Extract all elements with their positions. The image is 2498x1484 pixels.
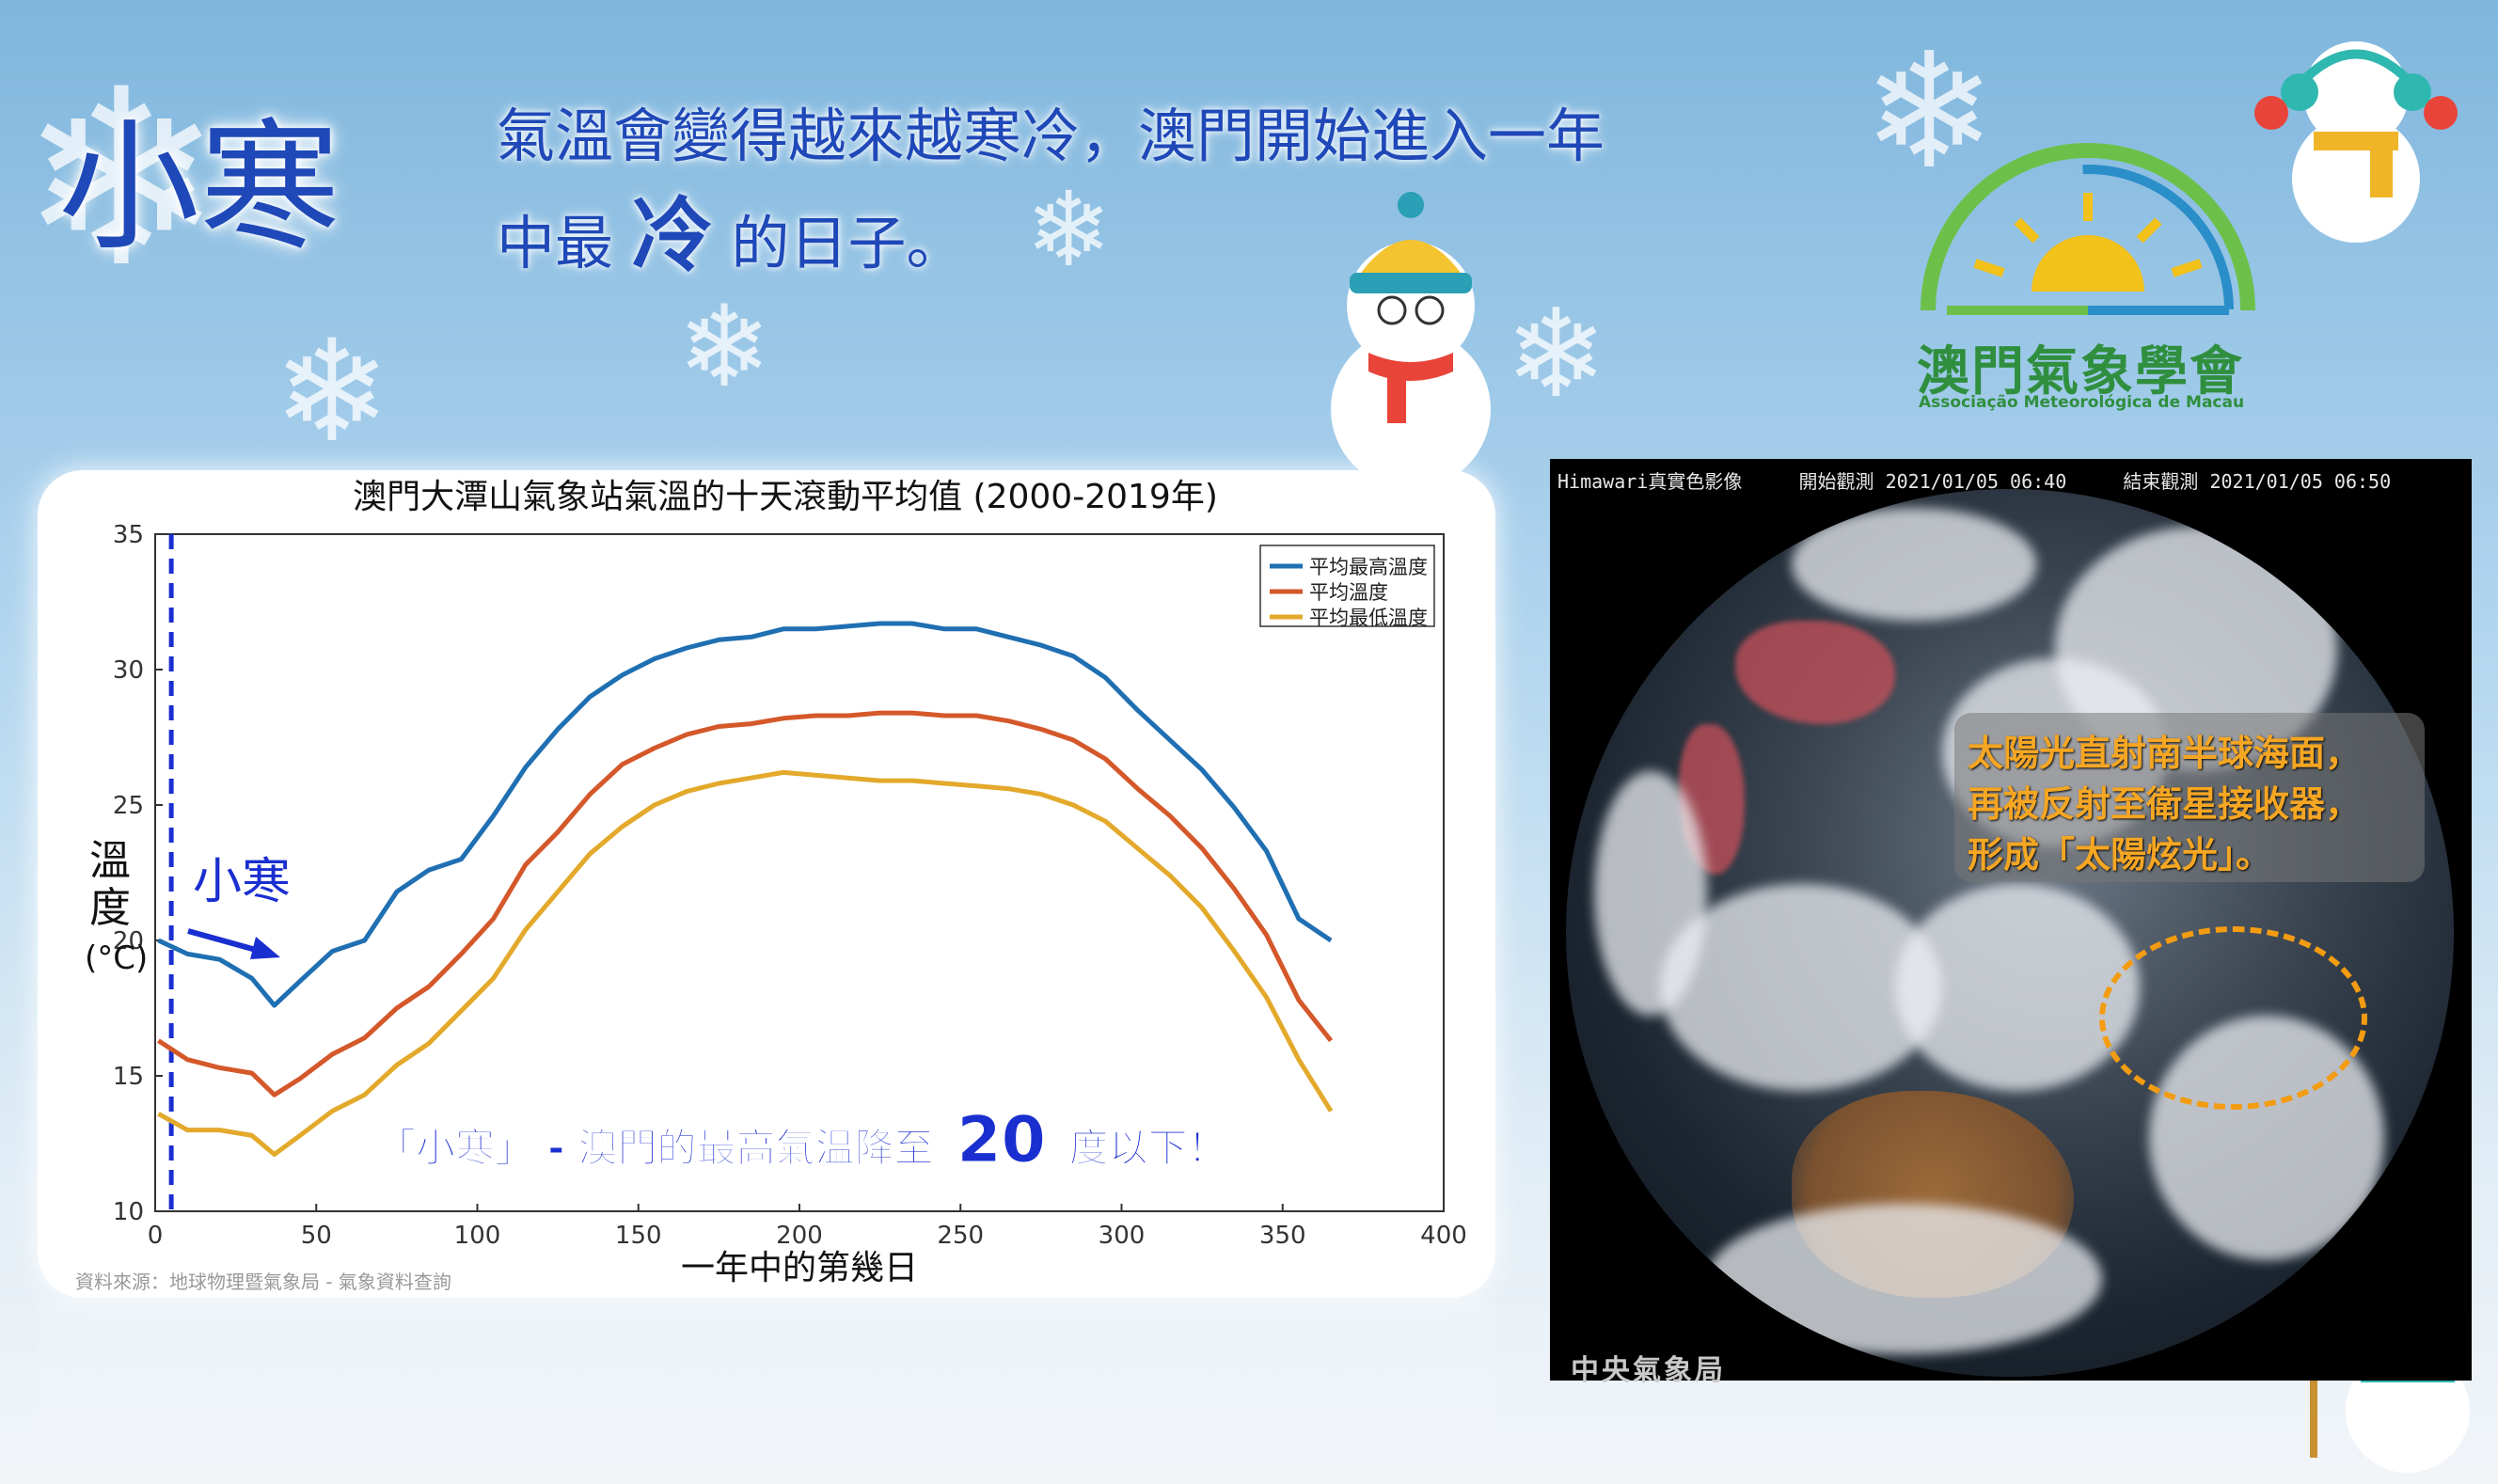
xiaohan-label: 小寒 [193, 854, 291, 910]
snowflake-icon: ❄ [273, 310, 391, 474]
satellite-header: Himawari真實色影像 開始觀測 2021/01/05 06:40 結束觀測… [1557, 470, 2392, 493]
snowman-icon [2254, 41, 2458, 243]
snowflake-icon: ❄ [1025, 169, 1113, 290]
y-tick-label: 35 [113, 521, 144, 549]
x-tick-label: 300 [1099, 1222, 1146, 1250]
logo-name: 澳門氣象學會 [1917, 341, 2244, 403]
y-tick-label: 10 [113, 1198, 144, 1226]
chart-title: 澳門大潭山氣象站氣溫的十天滾動平均值 (2000-2019年) [353, 478, 1218, 516]
y-axis-unit: (°C) [85, 939, 148, 977]
logo-subtitle: Associação Meteorológica de Macau [1919, 393, 2245, 412]
legend-entry: 平均最低溫度 [1309, 607, 1428, 629]
y-tick-label: 15 [113, 1063, 144, 1091]
chart-reflection [38, 1302, 1495, 1484]
bottom-annotation: 「小寒」 - 澳門的最高氣溫降至 20 度以下！ [376, 1103, 1227, 1177]
y-tick-label: 25 [113, 792, 144, 820]
chart-card: 澳門大潭山氣象站氣溫的十天滾動平均值 (2000-2019年) 10 15 20 25… [38, 470, 1495, 1298]
plot-area: 10 15 20 25 30 35 0 50 100 150 200 250 300 350 400 [113, 521, 1467, 1250]
x-tick-label: 350 [1259, 1222, 1306, 1250]
series-line-2 [157, 710, 1334, 1097]
headline-line2-pre: 中最 [497, 209, 614, 277]
y-axis-label-char1: 溫 [89, 837, 131, 885]
page-title: 小寒 [58, 106, 341, 270]
snowman-icon [1331, 192, 1491, 489]
headline-line1: 氣溫會變得越來越寒冷，澳門開始進入一年 [497, 102, 1605, 170]
snowflake-icon: ❄ [1862, 19, 1997, 205]
x-tick-label: 0 [148, 1222, 164, 1250]
snowflake-icon: ❄ [19, 38, 224, 322]
bottom-annotation-pre: 「小寒」 - 澳門的最高氣溫降至 [376, 1125, 934, 1171]
headline: 氣溫會變得越來越寒冷，澳門開始進入一年 中最 冷 的日子。 [497, 87, 1719, 293]
x-tick-label: 50 [301, 1222, 332, 1250]
y-tick-label: 20 [113, 927, 144, 955]
snowflake-icon: ❄ [1505, 282, 1607, 425]
sun-glint-note-line3: 形成「太陽炫光」。 [1968, 834, 2272, 876]
x-tick-label: 200 [776, 1222, 823, 1250]
sun-glint-ellipse [2099, 926, 2367, 1110]
data-source: 資料來源：地球物理暨氣象局 - 氣象資料查詢 [75, 1271, 451, 1293]
headline-emphasis: 冷 [631, 189, 713, 283]
legend-entry: 平均最高溫度 [1309, 556, 1428, 578]
x-tick-label: 100 [454, 1222, 501, 1250]
logo-icon [1921, 143, 2255, 315]
bottom-annotation-post: 度以下！ [1069, 1125, 1227, 1171]
x-axis-label: 一年中的第幾日 [681, 1249, 918, 1287]
x-tick-label: 150 [615, 1222, 662, 1250]
temperature-chart: 澳門大潭山氣象站氣溫的十天滾動平均值 (2000-2019年) 10 15 20 25… [75, 478, 1467, 1293]
y-axis-label-char2: 度 [89, 884, 131, 932]
satellite-globe [1566, 489, 2454, 1377]
series-line-1 [157, 621, 1333, 1008]
sun-glint-note-line1: 太陽光直射南半球海面， [1968, 733, 2362, 774]
bottom-annotation-number: 20 [957, 1103, 1046, 1177]
x-tick-label: 250 [937, 1222, 984, 1250]
y-tick-label: 30 [113, 656, 144, 685]
headline-line2-post: 的日子。 [731, 209, 965, 277]
sun-glint-note: 太陽光直射南半球海面， 再被反射至衛星接收器， 形成「太陽炫光」。 [1954, 713, 2425, 882]
legend-entry: 平均溫度 [1309, 581, 1388, 604]
satellite-credit: 中央氣象局 [1571, 1354, 1726, 1387]
series-line-3 [157, 769, 1334, 1157]
arrow-head-icon [250, 937, 280, 959]
sun-glint-note-line2: 再被反射至衛星接收器， [1968, 783, 2362, 825]
snowflake-icon: ❄ [677, 282, 772, 413]
x-tick-label: 400 [1420, 1222, 1467, 1250]
